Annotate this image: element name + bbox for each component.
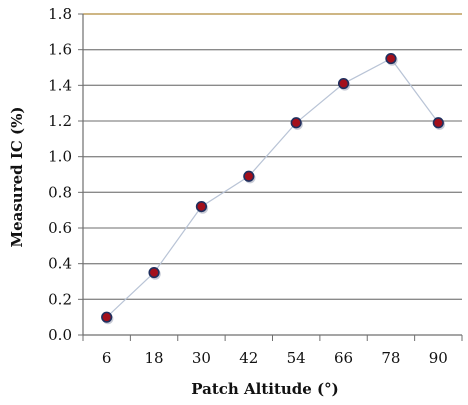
x-tick-label: 66 [334,349,353,367]
y-tick-labels: 0.0 0.2 0.4 0.6 0.8 1.0 1.2 1.4 1.6 1.8 [48,5,72,344]
data-point [337,77,350,90]
data-point [101,311,113,323]
data-point [243,170,255,182]
y-tick-label: 0.6 [48,219,72,237]
axes [78,13,463,341]
y-axis-title: Measured IC (%) [8,107,26,248]
x-tick-labels: 6 18 30 42 54 66 78 90 [102,349,448,367]
y-tick-label: 1.8 [48,5,72,23]
data-point [385,52,397,65]
y-tick-label: 0.4 [48,255,72,273]
x-tick-label: 90 [429,349,448,367]
data-point [290,117,302,129]
gridlines [83,13,462,300]
series-line [106,57,439,318]
y-tick-label: 1.4 [48,76,72,94]
x-tick-label: 54 [287,349,306,367]
x-tick-label: 6 [102,349,112,367]
x-tick-label: 18 [145,349,164,367]
data-point [195,201,208,213]
y-tick-label: 0.0 [48,326,72,344]
x-axis-title: Patch Altitude (°) [191,380,339,398]
data-points [101,52,446,325]
y-tick-label: 1.6 [48,41,72,59]
data-point [432,117,444,129]
series-line-layer [106,57,439,318]
y-tick-label: 1.0 [48,148,72,166]
y-tick-label: 0.2 [48,290,72,308]
y-tick-label: 1.2 [48,112,72,130]
y-tick-label: 0.8 [48,183,72,201]
x-tick-label: 42 [239,349,258,367]
x-tick-label: 78 [381,349,400,367]
x-tick-label: 30 [192,349,211,367]
data-point [148,266,160,279]
